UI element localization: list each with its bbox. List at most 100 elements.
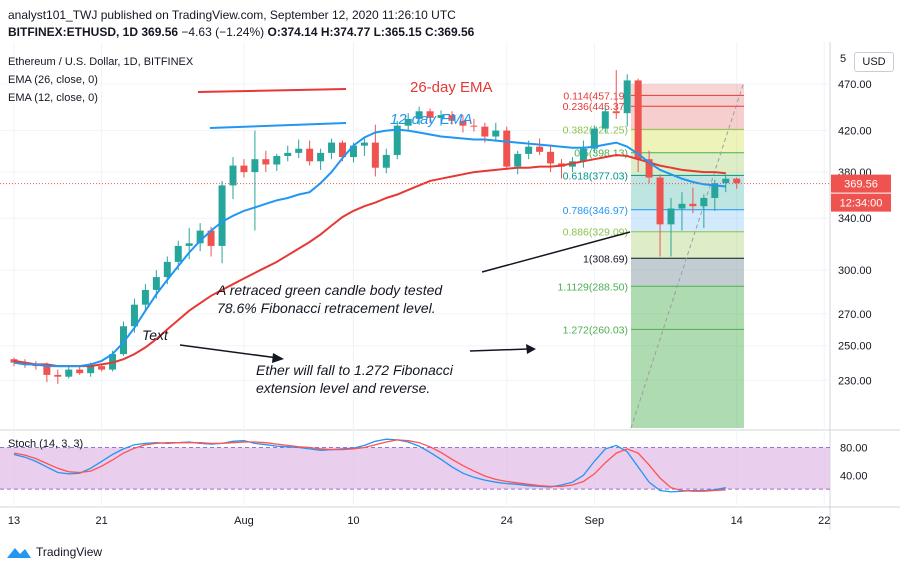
- ema26-annotation: 26-day EMA: [410, 79, 493, 96]
- fib-band: [631, 258, 744, 287]
- candle-body: [612, 111, 620, 114]
- candle-body: [525, 146, 533, 154]
- candle-body: [459, 120, 467, 126]
- candle-body: [306, 148, 314, 162]
- countdown-tag-label: 12:34:00: [840, 198, 883, 210]
- candle-body: [284, 152, 292, 157]
- tradingview-logo-icon: [7, 548, 31, 558]
- candle-body: [196, 230, 204, 244]
- candles: [10, 70, 741, 384]
- candle-body: [163, 261, 171, 278]
- time-tick-label: 13: [8, 515, 20, 527]
- fall-note-line2: extension level and reverse.: [256, 380, 430, 396]
- candle-body: [722, 178, 730, 184]
- candle-body: [481, 126, 489, 137]
- price-tick-label: 470.00: [838, 79, 872, 91]
- fib-band: [631, 106, 744, 130]
- candle-body: [273, 156, 281, 165]
- candle-body: [251, 159, 259, 173]
- pointer-line: [481, 231, 631, 273]
- ema26-line: [13, 153, 726, 368]
- ema-lines: [13, 128, 726, 368]
- fib-band: [631, 129, 744, 153]
- price-tick-label: 420.00: [838, 126, 872, 138]
- candle-body: [339, 142, 346, 158]
- tradingview-logo[interactable]: TradingView: [6, 542, 102, 562]
- candle-body: [229, 165, 237, 186]
- time-tick-label: 14: [731, 515, 743, 527]
- time-tick-label: 21: [95, 515, 107, 527]
- text-arrow-head: [272, 353, 284, 363]
- ohlc-low: L:365.15: [373, 25, 422, 39]
- fib-level-label: 1(308.69): [583, 253, 628, 265]
- axes: 470.00420.00380.00340.00300.00270.00250.…: [0, 53, 891, 527]
- candle-body: [382, 154, 390, 168]
- candle-body: [98, 366, 106, 370]
- candle-body: [656, 177, 664, 225]
- ohlc-open: O:374.14: [267, 25, 318, 39]
- candle-body: [503, 130, 511, 167]
- price-tick-label: 5: [840, 53, 846, 65]
- countdown-tag: [831, 193, 891, 212]
- candle-body: [317, 152, 325, 162]
- candle-body: [218, 185, 226, 246]
- price-tick-label: 340.00: [838, 213, 872, 225]
- candle-body: [54, 374, 62, 377]
- ohlc-close: C:369.56: [424, 25, 475, 39]
- candle-body: [514, 153, 522, 167]
- symbol-label: BITFINEX:ETHUSD, 1D: [8, 25, 139, 39]
- price-tick-label: 250.00: [838, 341, 872, 353]
- ema12-line: [13, 128, 726, 368]
- candle-body: [590, 128, 598, 149]
- candle-body: [492, 130, 500, 137]
- arrow-head: [526, 344, 536, 354]
- text-arrow-line: [179, 344, 279, 359]
- last-price-tag-label: 369.56: [844, 179, 878, 191]
- candle-body: [404, 118, 412, 126]
- legend-ema26[interactable]: EMA (26, close, 0): [8, 74, 98, 86]
- candle-body: [426, 111, 434, 118]
- candle-note-line1: A retraced green candle body tested: [216, 282, 443, 298]
- candle-body: [547, 151, 555, 164]
- candle-body: [120, 326, 127, 355]
- candle-body: [733, 178, 741, 184]
- last-price: 369.56: [141, 25, 179, 39]
- fall-note-line1: Ether will fall to 1.272 Fibonacci: [256, 362, 454, 378]
- fib-level-label: 0.114(457.19): [563, 90, 628, 102]
- price-tick-label: 270.00: [838, 309, 872, 321]
- drawings[interactable]: [179, 88, 631, 363]
- stoch-band: [0, 447, 830, 490]
- candle-body: [623, 80, 631, 114]
- candle-body: [536, 146, 544, 152]
- candle-body: [130, 304, 138, 327]
- time-tick-label: 24: [501, 515, 513, 527]
- candle-body: [689, 203, 697, 207]
- candle-body: [262, 159, 270, 165]
- price-change: −4.63 (−1.24%): [181, 25, 265, 39]
- time-tick-label: 10: [347, 515, 359, 527]
- candle-body: [645, 159, 653, 178]
- ema12-annotation: 12-day EMA: [390, 111, 473, 128]
- candle-body: [415, 111, 423, 119]
- candle-body: [295, 148, 303, 153]
- fib-level-label: 1.1129(288.50): [558, 281, 628, 293]
- candle-body: [349, 145, 357, 158]
- candle-body: [76, 369, 84, 374]
- fib-band: [631, 83, 744, 96]
- legend-stoch[interactable]: Stoch (14, 3, 3): [8, 438, 84, 450]
- candle-body: [185, 243, 193, 246]
- candle-body: [711, 183, 719, 198]
- currency-button[interactable]: USD: [854, 52, 894, 72]
- fib-level-label: 0.5(398.13): [574, 148, 628, 160]
- candle-body: [700, 197, 708, 207]
- fib-band: [631, 209, 744, 232]
- candle-body: [393, 125, 401, 155]
- fib-level-label: 0.786(346.97): [563, 205, 628, 217]
- legend-ema12[interactable]: EMA (12, close, 0): [8, 92, 98, 104]
- time-tick-label: 22: [818, 515, 830, 527]
- price-tick-label: 300.00: [838, 265, 872, 277]
- arrow-line: [469, 348, 529, 352]
- stoch-d-line: [13, 439, 726, 492]
